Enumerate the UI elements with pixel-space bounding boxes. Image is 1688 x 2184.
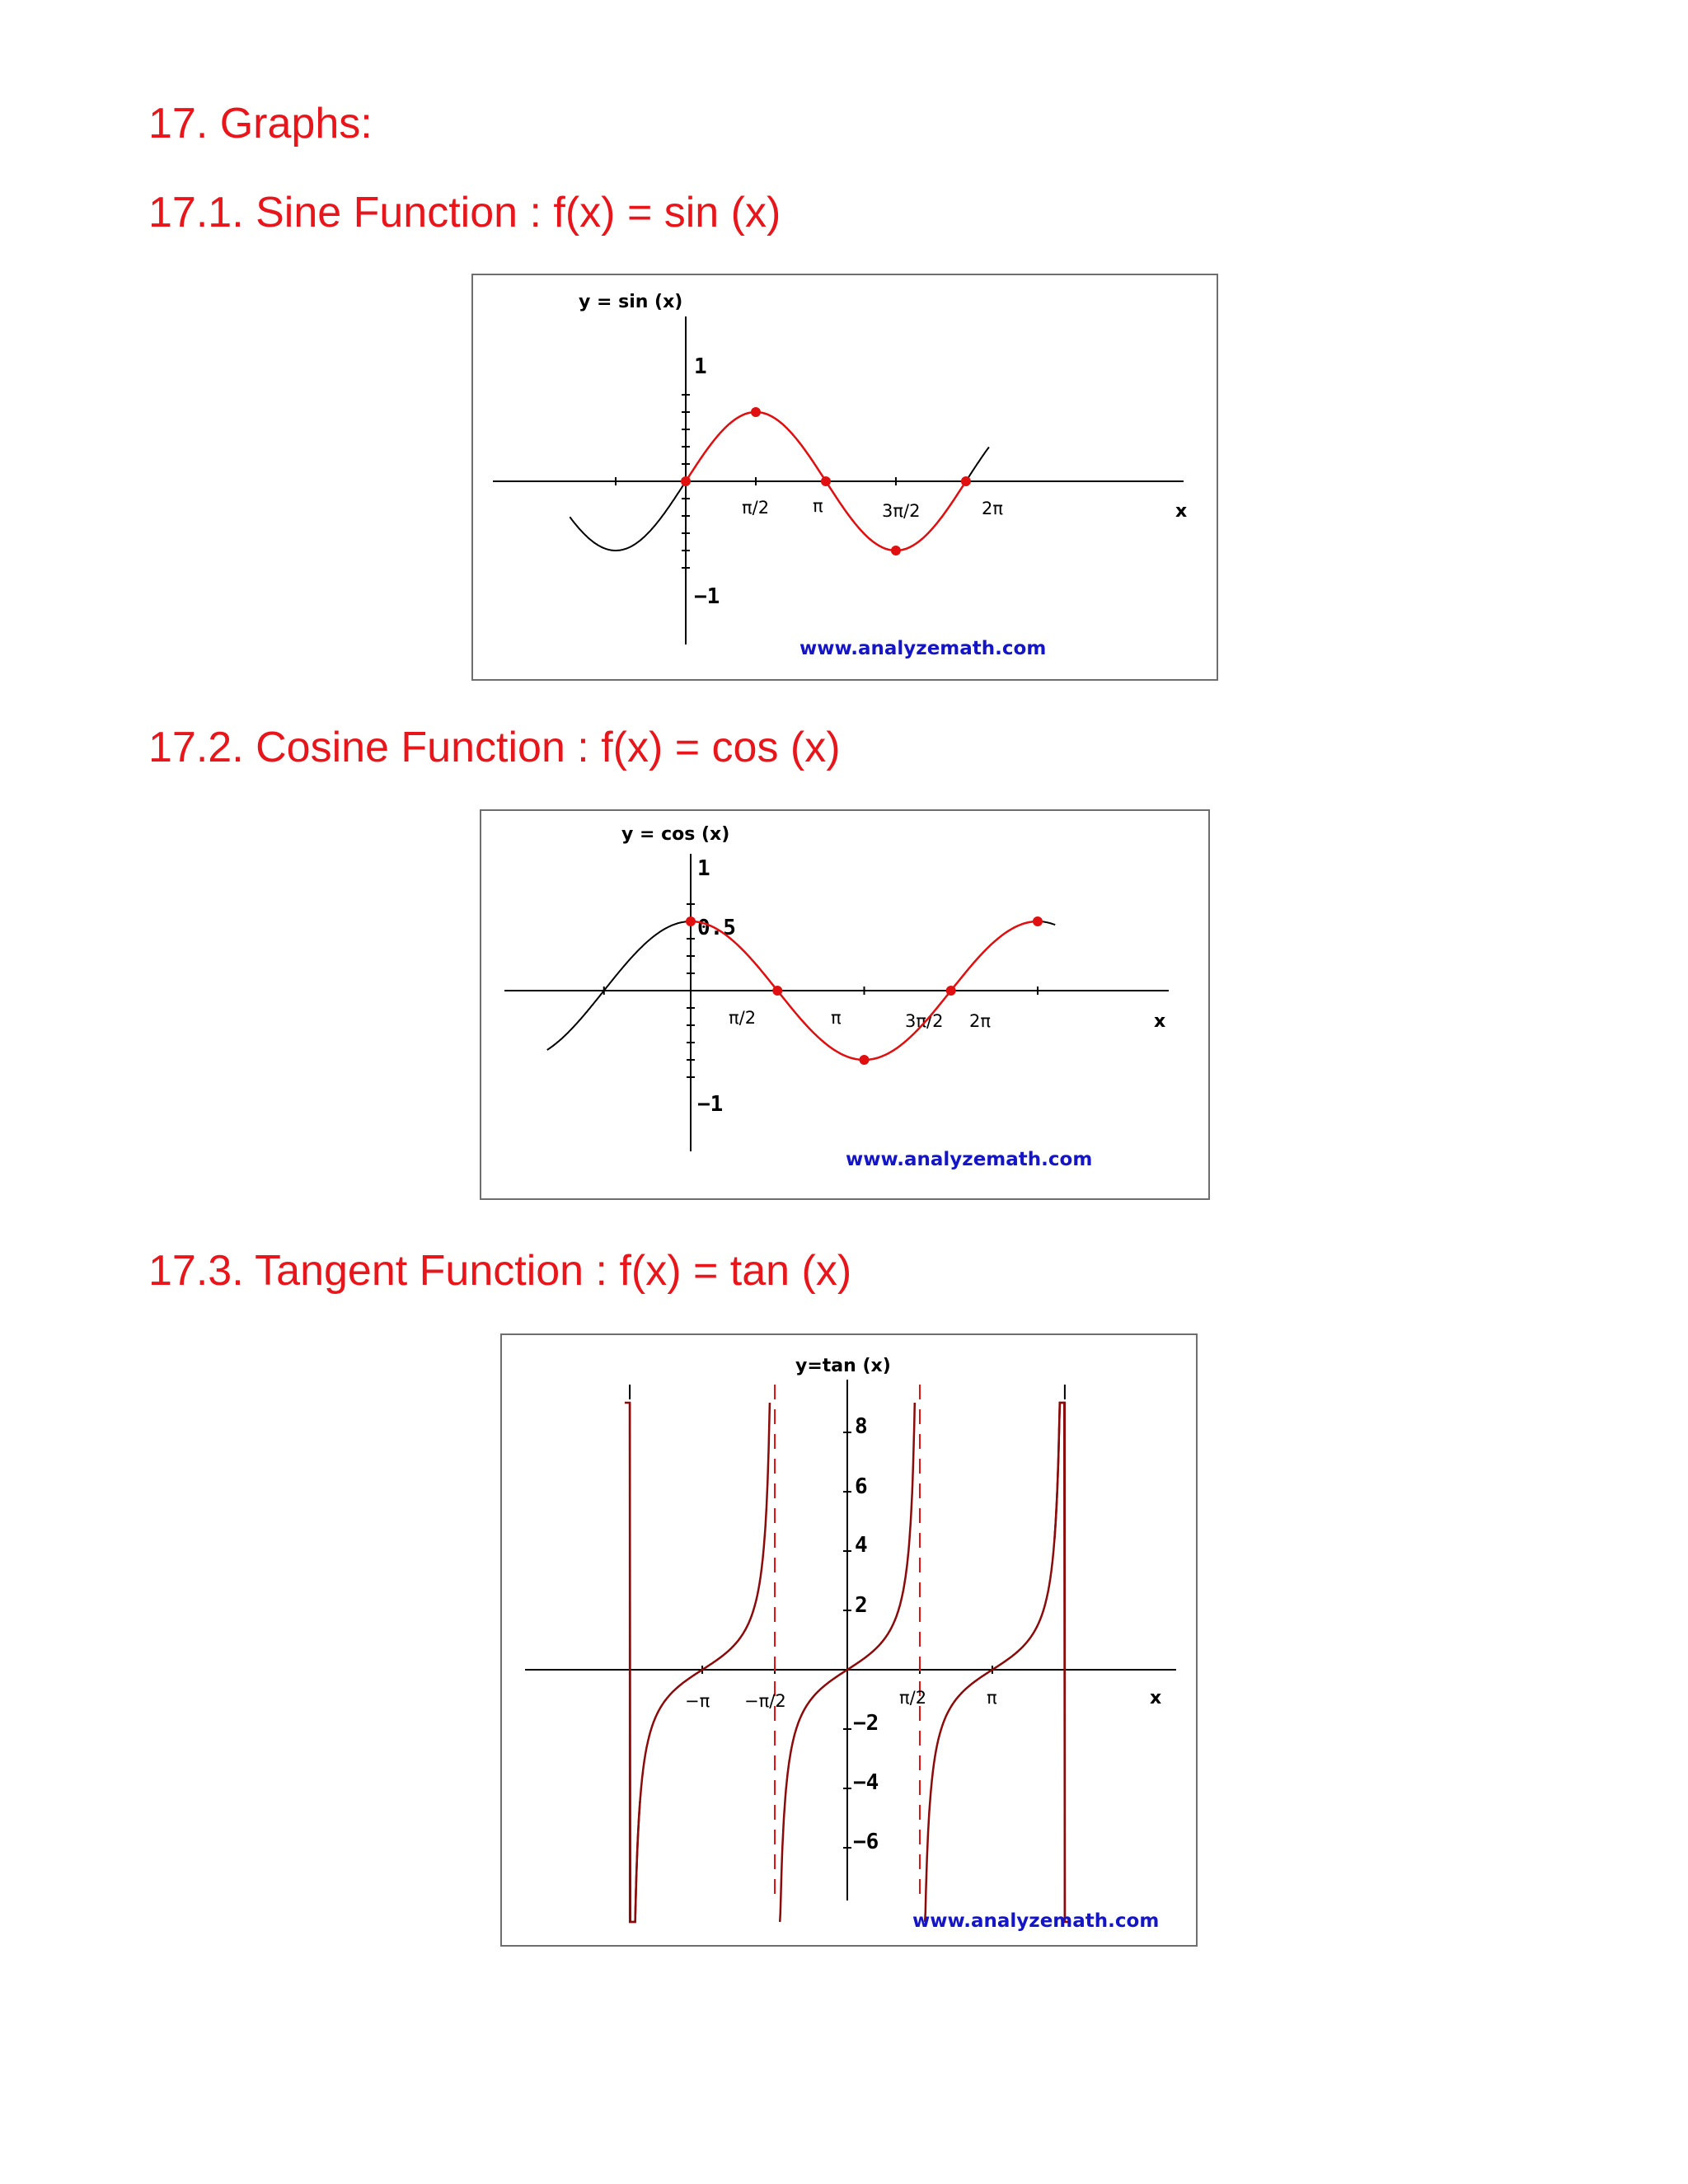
- credit-link[interactable]: www.analyzemath.com: [846, 1149, 1092, 1170]
- chart-title: y = cos (x): [621, 824, 729, 845]
- key-point: [945, 986, 956, 996]
- sine-heading: 17.1. Sine Function : f(x) = sin (x): [148, 189, 781, 237]
- y-tick-label-2: 2: [855, 1593, 868, 1618]
- x-tick-label-pi-half: π/2: [729, 1008, 756, 1028]
- key-point: [750, 407, 761, 417]
- x-tick-label-pi-half: π/2: [899, 1688, 926, 1708]
- tangent-branch: [1053, 1401, 1071, 1924]
- x-tick-label-3pi-half: 3π/2: [882, 501, 920, 521]
- x-axis-label: x: [1150, 1688, 1161, 1708]
- x-tick-label-pi: π: [831, 1008, 842, 1028]
- tangent-branch: [923, 1401, 1067, 1923]
- x-tick-label-pi: π: [813, 496, 823, 516]
- tangent-heading: 17.3. Tangent Function : f(x) = tan (x): [148, 1247, 852, 1295]
- x-tick-label-2pi: 2π: [982, 499, 1003, 518]
- key-point: [1032, 916, 1043, 926]
- x-tick-label-neg-pi: −π: [685, 1691, 710, 1711]
- key-point: [820, 476, 831, 486]
- sine-graph: y = sin (x) 1 −1 π/2 π 3π/2 2π x www.ana…: [471, 274, 1218, 681]
- chart-title: y=tan (x): [795, 1356, 891, 1376]
- section-title: 17. Graphs:: [148, 100, 373, 148]
- tangent-curve: [624, 1401, 1071, 1924]
- tangent-graph: y=tan (x) 8 6 4 2 −2 −4 −6 −π −π/2 π/2 π…: [500, 1333, 1198, 1947]
- x-tick-label-2pi: 2π: [969, 1011, 991, 1031]
- cosine-graph: y = cos (x) 1 0.5 −1 π/2 π 3π/2 2π x www…: [480, 809, 1210, 1200]
- x-tick-label-pi: π: [987, 1688, 997, 1708]
- cosine-plot: y = cos (x) 1 0.5 −1 π/2 π 3π/2 2π x www…: [504, 824, 1169, 1170]
- y-tick-label-neg2: −2: [853, 1711, 879, 1736]
- key-point: [890, 546, 901, 555]
- y-tick-label-6: 6: [855, 1474, 868, 1499]
- x-tick-label-neg-pi-half: −π/2: [744, 1691, 786, 1711]
- y-tick-label-neg1: −1: [697, 1092, 723, 1117]
- tangent-branch: [628, 1402, 771, 1924]
- credit-link[interactable]: www.analyzemath.com: [912, 1910, 1159, 1932]
- y-tick-label-neg4: −4: [853, 1770, 879, 1795]
- y-tick-label-neg1: −1: [694, 584, 720, 609]
- y-tick-label-4: 4: [855, 1533, 868, 1558]
- chart-title: y = sin (x): [579, 292, 682, 312]
- y-tick-label-1: 1: [697, 856, 710, 881]
- credit-link[interactable]: www.analyzemath.com: [799, 638, 1046, 659]
- y-tick-label-neg6: −6: [853, 1830, 879, 1854]
- x-tick-label-3pi-half: 3π/2: [905, 1011, 943, 1031]
- x-tick-label-pi-half: π/2: [742, 498, 769, 518]
- y-tick-label-8: 8: [855, 1414, 868, 1439]
- sine-plot: y = sin (x) 1 −1 π/2 π 3π/2 2π x www.ana…: [493, 292, 1187, 659]
- key-point: [681, 476, 691, 486]
- key-point: [686, 916, 696, 926]
- key-point: [859, 1055, 870, 1065]
- cosine-heading: 17.2. Cosine Function : f(x) = cos (x): [148, 724, 841, 771]
- key-point: [960, 476, 971, 486]
- y-tick-label-1: 1: [694, 354, 707, 379]
- tangent-plot: y=tan (x) 8 6 4 2 −2 −4 −6 −π −π/2 π/2 π…: [525, 1356, 1176, 1932]
- x-axis-label: x: [1175, 501, 1187, 522]
- key-point: [772, 986, 783, 996]
- x-axis-label: x: [1154, 1011, 1165, 1032]
- tangent-branch: [778, 1402, 917, 1923]
